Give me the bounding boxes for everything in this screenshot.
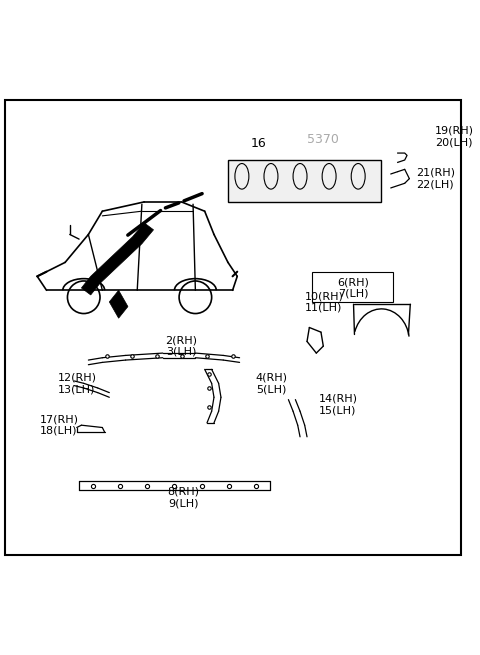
- Text: 4(RH)
5(LH): 4(RH) 5(LH): [256, 373, 288, 394]
- Text: 17(RH)
18(LH): 17(RH) 18(LH): [39, 415, 79, 436]
- Text: 19(RH)
20(LH): 19(RH) 20(LH): [435, 126, 474, 147]
- Text: 8(RH)
9(LH): 8(RH) 9(LH): [168, 487, 200, 508]
- Bar: [312, 272, 393, 302]
- Bar: [228, 160, 382, 202]
- Text: 14(RH)
15(LH): 14(RH) 15(LH): [319, 394, 358, 415]
- Text: 2(RH)
3(LH): 2(RH) 3(LH): [166, 335, 197, 357]
- Text: 10(RH)
11(LH): 10(RH) 11(LH): [305, 291, 344, 312]
- Text: 6(RH)
7(LH): 6(RH) 7(LH): [337, 277, 370, 299]
- Text: 21(RH)
22(LH): 21(RH) 22(LH): [416, 168, 456, 189]
- Text: 12(RH)
13(LH): 12(RH) 13(LH): [58, 373, 97, 394]
- Text: 5370: 5370: [307, 132, 339, 145]
- Polygon shape: [109, 290, 128, 318]
- Text: 16: 16: [250, 138, 266, 150]
- Polygon shape: [82, 223, 154, 295]
